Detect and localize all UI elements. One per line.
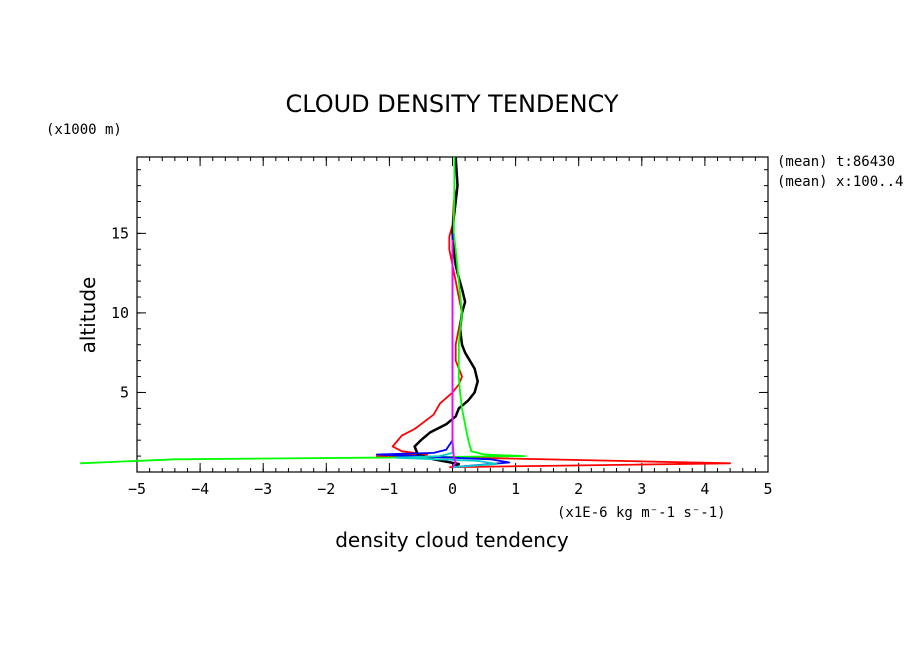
annotation-x-mean: (mean) x:100..4 <box>777 174 903 190</box>
x-axis-unit: (x1E-6 kg m⁻-1 s⁻-1) <box>557 505 726 521</box>
x-axis-ticks: −5 −4 −3 −2 −1 0 1 2 3 4 5 <box>128 157 773 498</box>
x-tick-label: 1 <box>511 480 520 498</box>
y-axis-label: altitude <box>76 277 100 354</box>
x-tick-label: 2 <box>574 480 583 498</box>
x-tick-label: 4 <box>700 480 709 498</box>
x-tick-label: −2 <box>317 480 335 498</box>
series-line-4 <box>375 233 511 469</box>
chart-title: CLOUD DENSITY TENDENCY <box>285 90 618 118</box>
x-tick-label: 0 <box>448 480 457 498</box>
x-tick-label: −4 <box>191 480 209 498</box>
series-line-3 <box>80 157 526 465</box>
x-tick-label: −5 <box>128 480 146 498</box>
y-axis-unit: (x1000 m) <box>46 122 122 138</box>
annotation-time-mean: (mean) t:86430 <box>777 154 895 170</box>
y-axis-ticks: 5 10 15 <box>111 169 768 457</box>
series-line-6 <box>451 239 457 468</box>
y-tick-label: 10 <box>111 304 129 322</box>
x-tick-label: −3 <box>254 480 272 498</box>
series-line-2 <box>413 156 479 469</box>
x-tick-label: −1 <box>380 480 398 498</box>
series-line-5 <box>394 241 498 469</box>
series-line-1 <box>375 156 731 469</box>
x-axis-label: density cloud tendency <box>335 528 569 552</box>
y-tick-label: 5 <box>120 383 129 401</box>
y-tick-label: 15 <box>111 224 129 242</box>
series-layer <box>80 156 731 469</box>
x-tick-label: 3 <box>637 480 646 498</box>
x-tick-label: 5 <box>763 480 772 498</box>
